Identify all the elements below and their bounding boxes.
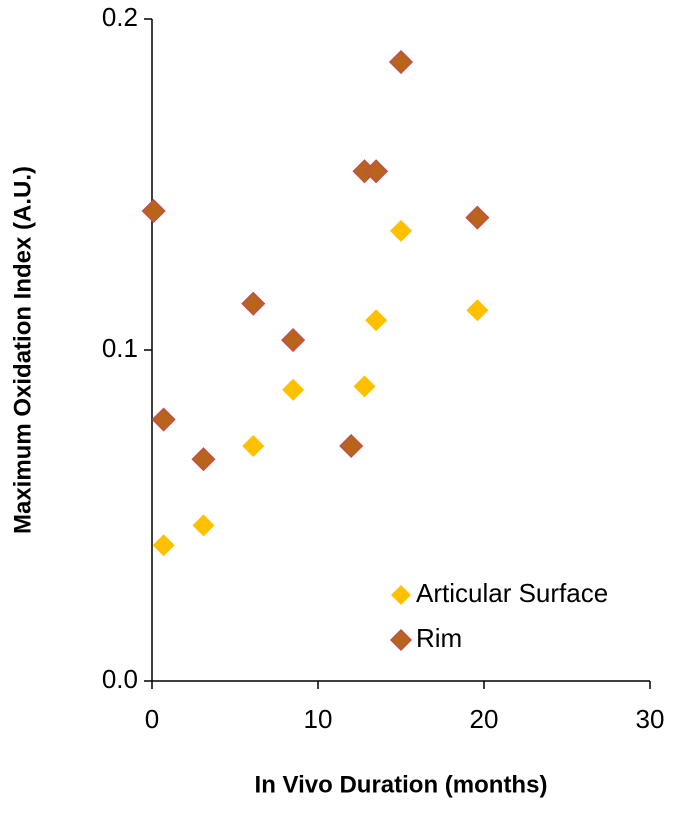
legend-label: Rim: [416, 623, 462, 653]
legend-marker: [391, 585, 411, 605]
x-tick-label: 30: [636, 704, 665, 734]
point: [282, 378, 305, 401]
x-tick-label: 10: [304, 704, 333, 734]
x-axis-title: In Vivo Duration (months): [255, 771, 548, 798]
point: [365, 309, 388, 332]
point: [191, 447, 216, 472]
point: [364, 159, 389, 184]
point: [339, 433, 364, 459]
point: [141, 198, 166, 224]
point: [466, 299, 489, 322]
point: [241, 291, 266, 316]
x-tick-label: 0: [145, 704, 159, 734]
point: [353, 375, 376, 398]
point: [465, 205, 490, 230]
point: [390, 219, 412, 242]
point: [151, 407, 176, 432]
point: [281, 328, 306, 353]
legend-marker: [389, 628, 413, 652]
y-tick-label: 0.2: [102, 2, 138, 32]
y-axis-title: Maximum Oxidation Index (A.U.): [9, 166, 36, 534]
y-tick-label: 0.0: [102, 664, 138, 694]
y-tick-label: 0.1: [102, 333, 138, 363]
point: [152, 534, 175, 557]
point: [192, 514, 215, 537]
legend-label: Articular Surface: [416, 578, 608, 608]
point: [242, 434, 265, 457]
point: [388, 49, 414, 75]
x-tick-label: 20: [470, 704, 499, 734]
